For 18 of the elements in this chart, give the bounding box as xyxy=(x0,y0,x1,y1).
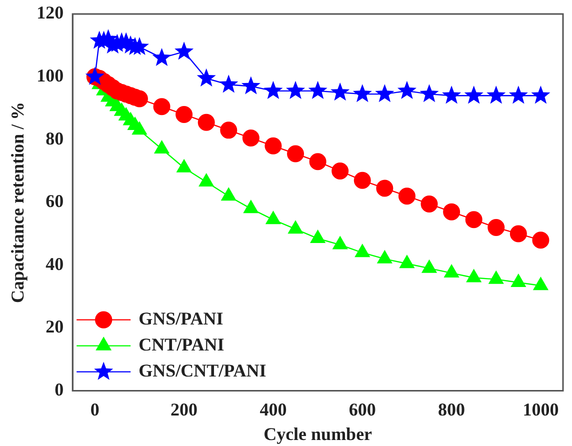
y-tick-label: 0 xyxy=(54,379,64,400)
legend-label: GNS/PANI xyxy=(138,308,224,328)
x-axis-title: Cycle number xyxy=(264,424,372,444)
y-tick-label: 60 xyxy=(46,191,64,212)
legend-label: GNS/CNT/PANI xyxy=(138,360,266,380)
x-tick-label: 400 xyxy=(260,399,287,420)
legend-label: CNT/PANI xyxy=(138,334,224,354)
x-tick-label: 800 xyxy=(438,399,466,420)
x-tick-label: 200 xyxy=(170,399,198,420)
y-tick-label: 100 xyxy=(36,65,64,86)
y-tick-label: 80 xyxy=(46,128,64,148)
y-tick-label: 20 xyxy=(46,316,64,337)
y-axis-title: Capacitance retention / % xyxy=(7,102,28,303)
x-tick-label: 0 xyxy=(90,399,100,420)
x-tick-label: 1000 xyxy=(522,399,559,420)
y-tick-label: 40 xyxy=(46,254,64,274)
x-tick-label: 600 xyxy=(348,399,376,420)
y-tick-label: 120 xyxy=(36,2,64,23)
